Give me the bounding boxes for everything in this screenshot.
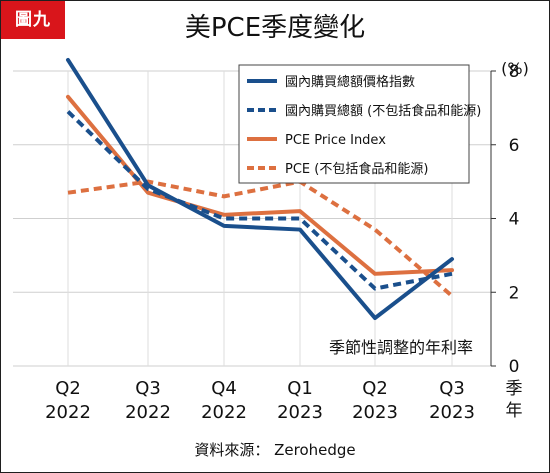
legend-box — [238, 64, 470, 184]
x-tick-label-quarter: Q2 — [362, 378, 388, 399]
legend-label: PCE (不包括食品和能源) — [285, 161, 428, 177]
y-tick-label: 0 — [509, 357, 520, 377]
x-tick-label-year: 2022 — [201, 402, 247, 423]
x-tick-label-quarter: Q1 — [287, 378, 313, 399]
chart-title: 美PCE季度變化 — [184, 13, 366, 43]
y-unit-label: (%) — [501, 59, 529, 78]
legend-label: 國內購買總額價格指數 — [285, 74, 415, 90]
x-tick-label-quarter: Q2 — [55, 378, 81, 399]
figure-badge: 圖九 — [1, 1, 65, 39]
x-tick-label-year: 2023 — [429, 402, 475, 423]
legend-label: PCE Price Index — [285, 133, 386, 148]
series-line — [66, 110, 453, 291]
x-tick-label-year: 2023 — [352, 402, 398, 423]
x-tick-label-year: 2022 — [125, 402, 171, 423]
x-tick-label-quarter: Q3 — [439, 378, 465, 399]
x-axis-label: 季 — [506, 379, 523, 399]
legend-label: 國內購買總額 (不包括食品和能源) — [285, 103, 481, 119]
x-tick-label-year: 2023 — [277, 402, 323, 423]
source-note: 資料來源： Zerohedge — [194, 441, 356, 459]
x-axis-label: 年 — [506, 401, 523, 421]
x-tick-label-quarter: Q3 — [135, 378, 161, 399]
y-axis-label: 季節性調整的年利率 — [329, 338, 473, 357]
x-tick-label-quarter: Q4 — [211, 378, 237, 399]
x-tick-label-year: 2022 — [45, 402, 91, 423]
series-line — [67, 179, 454, 298]
y-tick-label: 2 — [509, 283, 520, 303]
series-line — [66, 57, 454, 321]
y-tick-label: 4 — [509, 210, 520, 230]
y-tick-label: 6 — [509, 136, 520, 156]
y-tick-label: 8 — [509, 62, 520, 82]
